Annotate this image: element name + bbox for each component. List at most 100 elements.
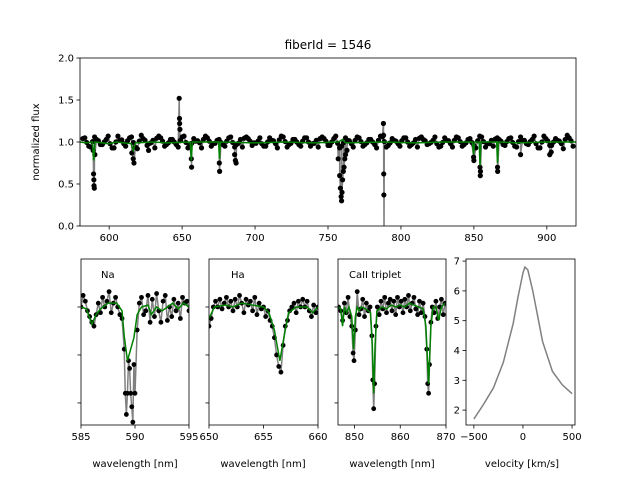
data-point <box>256 300 262 306</box>
data-point <box>128 134 135 140</box>
data-point <box>380 120 387 127</box>
data-point <box>263 143 269 149</box>
data-point <box>154 291 160 296</box>
data-point <box>378 298 384 304</box>
data-point <box>403 135 409 141</box>
ca-x-axis-label: wavelength [nm] <box>349 459 434 470</box>
data-point <box>413 306 419 312</box>
data-point <box>186 308 189 314</box>
ca-annotation: CaII triplet <box>349 270 401 281</box>
data-point <box>171 296 177 302</box>
x-tick-label: 900 <box>537 233 556 244</box>
data-point <box>387 296 393 302</box>
data-point <box>400 310 406 316</box>
data-point <box>548 149 554 155</box>
data-point <box>406 293 411 298</box>
data-point <box>278 369 284 375</box>
plot-area <box>473 265 573 420</box>
data-point <box>237 293 242 298</box>
data-point <box>131 160 137 166</box>
data-point <box>232 152 238 158</box>
data-point <box>391 298 397 304</box>
x-tick-label: 0 <box>520 432 526 443</box>
data-point <box>362 314 367 319</box>
data-point <box>241 310 247 316</box>
data-point <box>371 406 377 412</box>
data-point <box>169 314 175 319</box>
data-point <box>115 133 121 139</box>
data-point <box>82 298 88 304</box>
data-point <box>351 358 357 364</box>
y-tick-label: 0.0 <box>58 222 74 233</box>
data-point <box>165 318 170 323</box>
data-point <box>356 312 362 318</box>
data-point <box>471 157 477 164</box>
data-point <box>274 145 280 151</box>
data-point <box>432 134 438 140</box>
ha-x-axis-label: wavelength [nm] <box>220 459 305 470</box>
data-point <box>158 319 164 325</box>
data-point <box>490 143 496 149</box>
data-point <box>360 296 366 302</box>
data-point <box>397 143 403 149</box>
data-point <box>335 156 341 162</box>
full-spectrum-panel: 600 650 700 750 800 850 900 0.0 0.5 1.0 1.5 2.0 <box>58 54 577 245</box>
data-point <box>537 145 543 151</box>
data-point <box>420 300 426 306</box>
data-point <box>382 294 388 300</box>
data-point <box>477 173 483 179</box>
x-tick-label: −500 <box>460 432 487 443</box>
x-tick-label: 700 <box>246 233 265 244</box>
data-point <box>177 120 183 127</box>
data-point <box>216 160 222 166</box>
data-point <box>189 164 195 170</box>
data-point <box>160 298 166 304</box>
data-point <box>298 143 304 149</box>
data-point <box>380 132 387 138</box>
model-line <box>81 302 189 361</box>
data-point <box>233 160 239 166</box>
x-tick-label: 850 <box>345 432 364 443</box>
data-point <box>180 294 185 300</box>
data-point <box>315 144 321 150</box>
data-point <box>152 145 158 151</box>
data-point <box>100 294 105 300</box>
data-point <box>274 352 279 358</box>
data-point <box>340 168 346 174</box>
axes-frame <box>465 258 576 426</box>
data-point <box>338 194 344 200</box>
y-tick-label: 0.5 <box>58 180 74 191</box>
x-tick-label: 585 <box>71 432 90 443</box>
y-tick-label: 2 <box>454 406 460 417</box>
data-point <box>175 300 181 306</box>
data-point <box>411 294 417 300</box>
x-tick-label: 500 <box>563 432 582 443</box>
x-tick-label: 595 <box>179 432 198 443</box>
data-point <box>562 136 568 143</box>
x-tick-label: 655 <box>254 432 273 443</box>
data-point <box>381 171 387 177</box>
data-point <box>291 300 297 306</box>
data-point <box>131 362 137 367</box>
data-point <box>149 296 155 302</box>
data-point <box>147 319 153 325</box>
data-point <box>477 168 484 174</box>
data-point <box>344 147 350 153</box>
data-point <box>127 365 132 371</box>
data-point <box>289 304 295 310</box>
ccf-line <box>473 265 573 420</box>
data-point <box>350 144 356 150</box>
data-point <box>228 298 234 304</box>
axes-frame <box>208 258 319 426</box>
data-point <box>303 135 310 141</box>
y-tick-label: 1.0 <box>58 138 74 149</box>
data-point <box>381 240 386 245</box>
data-point <box>570 143 576 149</box>
data-point <box>209 323 212 329</box>
data-point <box>342 300 347 306</box>
axes-frame <box>80 258 190 426</box>
y-tick-label: 4 <box>454 346 460 357</box>
data-connect-line <box>81 291 189 423</box>
x-tick-label: 590 <box>125 432 144 443</box>
data-point <box>407 308 413 314</box>
